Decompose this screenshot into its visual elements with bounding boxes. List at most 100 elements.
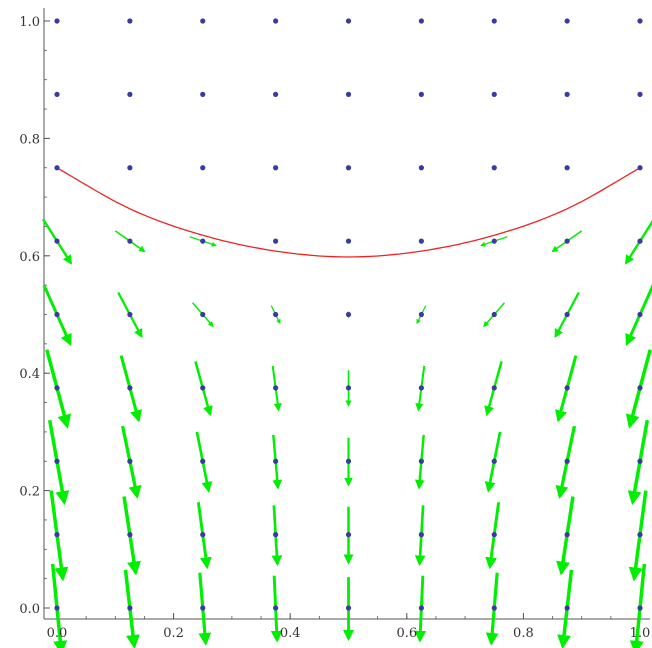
tick-labels: 0.0 0.2 0.4 0.6 0.8 1.0 0.0 0.2 0.4 0.6 0.8 1.0 (19, 15, 650, 641)
grid-point (491, 385, 497, 391)
axes (43, 8, 650, 620)
grid-point (491, 91, 497, 97)
grid-point (564, 238, 570, 244)
grid-point (418, 458, 424, 464)
y-tick-label: 0.6 (19, 250, 40, 265)
grid-point (127, 311, 133, 318)
x-tick-label: 0.0 (47, 626, 68, 641)
grid-point (200, 532, 206, 538)
y-tick-label: 0.4 (19, 367, 40, 382)
grid-point (637, 91, 643, 97)
grid-point (491, 165, 497, 171)
grid-point (564, 311, 570, 318)
grid-point (418, 238, 424, 244)
y-tick-label: 0.0 (19, 602, 40, 617)
grid-point (54, 605, 60, 611)
grid-point (200, 238, 206, 244)
grid-point (345, 385, 352, 391)
grid-point (637, 458, 643, 464)
x-tick-label: 0.8 (513, 626, 534, 641)
grid-point (54, 385, 60, 391)
grid-point (273, 385, 279, 391)
grid-point (273, 311, 279, 318)
grid-point (127, 605, 133, 611)
grid-point (637, 18, 643, 24)
grid-point (564, 165, 570, 171)
curve-layer (56, 167, 641, 258)
grid-point (491, 238, 497, 244)
grid-point (345, 91, 352, 97)
grid-point (200, 458, 206, 464)
grid-point (273, 458, 279, 464)
grid-point (54, 458, 60, 464)
grid-point (491, 605, 497, 611)
grid-point (54, 18, 60, 24)
grid-point (637, 311, 643, 318)
grid-point (637, 532, 643, 538)
grid-point (345, 605, 352, 611)
grid-point (273, 18, 279, 24)
curve-line (56, 167, 641, 258)
grid-point (54, 238, 60, 244)
y-tick-label: 1.0 (19, 15, 40, 30)
grid-point (127, 165, 133, 171)
grid-point (127, 18, 133, 24)
grid-point (127, 458, 133, 464)
grid-point (200, 91, 206, 97)
grid-point (273, 238, 279, 244)
grid-point (564, 458, 570, 464)
grid-point (200, 311, 206, 318)
grid-point (418, 91, 424, 97)
grid-point (200, 605, 206, 611)
grid-point (491, 311, 497, 318)
grid-point (200, 165, 206, 171)
grid-point (345, 532, 352, 538)
grid-point (637, 165, 643, 171)
grid-point (418, 385, 424, 391)
x-tick-label: 0.4 (280, 626, 301, 641)
grid-point (345, 18, 352, 24)
grid-point (637, 238, 643, 244)
y-tick-label: 0.8 (19, 132, 40, 147)
grid-point (564, 385, 570, 391)
grid-point (200, 385, 206, 391)
grid-point (54, 91, 60, 97)
grid-point (418, 605, 424, 611)
grid-point (418, 18, 424, 24)
grid-point (418, 165, 424, 171)
grid-point (127, 532, 133, 538)
grid-point (491, 532, 497, 538)
grid-point (345, 311, 352, 318)
grid-point (54, 532, 60, 538)
grid-point (564, 605, 570, 611)
grid-point (345, 238, 352, 244)
grid-point (491, 18, 497, 24)
arrows-layer (42, 218, 652, 648)
x-tick-label: 0.6 (396, 626, 417, 641)
points-layer (54, 18, 643, 611)
grid-point (418, 311, 424, 318)
x-tick-label: 0.2 (163, 626, 184, 641)
grid-point (127, 91, 133, 97)
grid-point (345, 165, 352, 171)
grid-point (637, 605, 643, 611)
grid-point (564, 18, 570, 24)
grid-point (273, 532, 279, 538)
grid-point (54, 165, 60, 171)
grid-point (273, 91, 279, 97)
grid-point (273, 165, 279, 171)
grid-point (564, 532, 570, 538)
grid-point (637, 385, 643, 391)
grid-point (200, 18, 206, 24)
x-tick-label: 1.0 (630, 626, 651, 641)
grid-point (273, 605, 279, 611)
grid-point (127, 238, 133, 244)
grid-point (491, 458, 497, 464)
grid-point (127, 385, 133, 391)
grid-point (345, 458, 352, 464)
grid-point (54, 311, 60, 318)
y-tick-label: 0.2 (19, 485, 40, 500)
grid-point (418, 532, 424, 538)
grid-point (564, 91, 570, 97)
